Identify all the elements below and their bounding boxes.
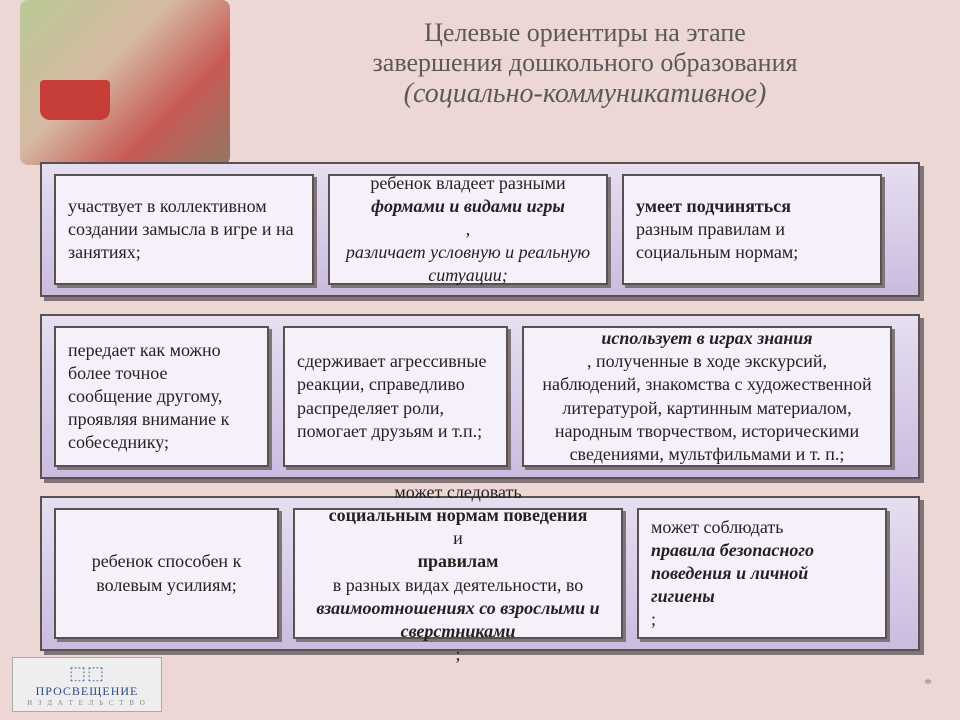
info-box: участвует в коллективном создании замысл… (54, 174, 314, 285)
logo-icon: ⬚⬚ (69, 663, 105, 684)
info-box: может соблюдать правила безопасного пове… (637, 508, 887, 639)
info-box: умеет подчиняться разным правилам и соци… (622, 174, 882, 285)
publisher-logo: ⬚⬚ ПРОСВЕЩЕНИЕ И З Д А Т Е Л Ь С Т В О (12, 657, 162, 712)
decorative-image (20, 0, 230, 165)
logo-text: ПРОСВЕЩЕНИЕ (36, 684, 139, 699)
info-box: ребенок способен к волевым усилиям; (54, 508, 279, 639)
logo-subtext: И З Д А Т Е Л Ь С Т В О (27, 699, 147, 707)
slide-title: Целевые ориентиры на этапе завершения до… (250, 18, 920, 110)
info-box: ребенок владеет разными формами и видами… (328, 174, 608, 285)
title-subtitle: (социально-коммуникативное) (250, 78, 920, 110)
group-row-2: передает как можно более точное сообщени… (40, 314, 920, 479)
title-line-2: завершения дошкольного образования (250, 48, 920, 78)
page-number: * (924, 676, 932, 694)
info-box: сдерживает агрессивные реакции, справедл… (283, 326, 508, 467)
group-row-1: участвует в коллективном создании замысл… (40, 162, 920, 297)
info-box: использует в играх знания, полученные в … (522, 326, 892, 467)
info-box: передает как можно более точное сообщени… (54, 326, 269, 467)
group-row-3: ребенок способен к волевым усилиям;может… (40, 496, 920, 651)
info-box: может следовать социальным нормам поведе… (293, 508, 623, 639)
title-line-1: Целевые ориентиры на этапе (250, 18, 920, 48)
